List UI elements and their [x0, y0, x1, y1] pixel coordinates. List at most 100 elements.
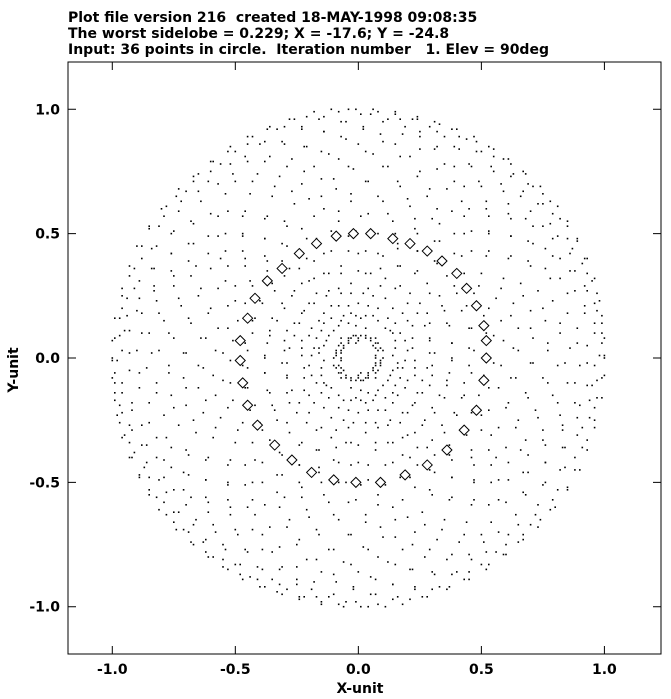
- uv-point: [488, 145, 490, 148]
- uv-point: [128, 329, 131, 332]
- uv-point: [293, 334, 296, 337]
- uv-point: [345, 374, 347, 377]
- uv-point: [342, 399, 345, 402]
- uv-point: [192, 523, 195, 526]
- uv-point: [490, 521, 492, 523]
- uv-point: [337, 324, 340, 327]
- uv-point: [286, 588, 288, 591]
- uv-point: [352, 588, 355, 591]
- uv-point: [332, 178, 335, 180]
- uv-point: [340, 120, 342, 123]
- uv-point: [357, 337, 360, 339]
- uv-point: [463, 394, 465, 397]
- uv-point: [323, 382, 325, 384]
- uv-point: [217, 235, 219, 237]
- uv-point: [288, 431, 291, 434]
- uv-point: [529, 327, 532, 329]
- uv-point: [399, 185, 401, 188]
- uv-point: [227, 327, 229, 329]
- uv-point: [177, 297, 180, 300]
- uv-point: [207, 501, 210, 504]
- uv-point: [414, 359, 416, 362]
- uv-point: [298, 598, 301, 601]
- uv-point: [601, 322, 603, 324]
- uv-point: [406, 302, 409, 305]
- uv-point: [187, 454, 190, 456]
- uv-point: [507, 533, 510, 536]
- uv-point: [301, 339, 303, 342]
- uv-point: [340, 359, 342, 362]
- uv-point: [335, 349, 337, 352]
- uv-point: [389, 329, 392, 332]
- uv-point: [303, 145, 305, 148]
- uv-point: [544, 481, 547, 484]
- uv-point: [320, 329, 323, 332]
- input-point-diamond: [460, 282, 473, 295]
- uv-point: [155, 392, 158, 394]
- uv-point: [392, 583, 394, 586]
- uv-point: [409, 476, 411, 479]
- uv-point: [308, 411, 310, 414]
- uv-point: [603, 337, 606, 339]
- uv-point: [362, 379, 365, 382]
- uv-point: [320, 426, 323, 429]
- uv-point: [330, 416, 333, 419]
- uv-point: [360, 484, 362, 486]
- uv-point: [286, 392, 288, 394]
- uv-point: [271, 404, 273, 407]
- uv-point: [529, 362, 532, 364]
- uv-point: [411, 404, 414, 407]
- uv-point: [207, 180, 210, 183]
- uv-point: [396, 247, 399, 250]
- uv-point: [394, 232, 397, 235]
- uv-point: [195, 431, 197, 434]
- uv-point: [335, 429, 337, 431]
- uv-point: [485, 551, 488, 553]
- uv-point: [350, 387, 352, 389]
- uv-point: [524, 217, 527, 220]
- uv-point: [340, 367, 342, 369]
- input-point-diamond: [236, 377, 249, 389]
- uv-point: [298, 481, 301, 484]
- uv-point: [367, 548, 369, 551]
- uv-point: [168, 332, 170, 334]
- y-axis-title: Y-unit: [6, 347, 22, 394]
- uv-point: [377, 252, 379, 255]
- uv-point: [433, 120, 436, 123]
- uv-point: [581, 426, 584, 429]
- uv-point: [281, 140, 283, 143]
- uv-point: [126, 297, 128, 300]
- uv-point: [374, 347, 377, 349]
- uv-point: [278, 546, 281, 548]
- uv-point: [500, 183, 502, 185]
- uv-point: [281, 302, 283, 305]
- uv-point: [451, 476, 453, 479]
- uv-point: [510, 217, 512, 220]
- uv-point: [364, 402, 367, 404]
- uv-point: [182, 489, 185, 491]
- uv-point: [318, 319, 320, 322]
- uv-point: [251, 180, 254, 183]
- uv-point: [264, 372, 266, 374]
- uv-point: [342, 347, 345, 349]
- uv-point: [433, 260, 436, 262]
- input-point-diamond: [251, 419, 264, 431]
- uv-point: [433, 411, 436, 414]
- uv-point: [116, 359, 118, 362]
- uv-point: [369, 337, 372, 339]
- uv-point: [337, 158, 340, 160]
- uv-point: [364, 327, 367, 329]
- uv-point: [527, 183, 529, 185]
- input-point-markers: [234, 227, 493, 489]
- uv-point: [428, 188, 431, 190]
- uv-point: [170, 232, 173, 235]
- uv-point: [340, 372, 342, 374]
- uv-point: [185, 449, 187, 451]
- uv-point: [379, 285, 382, 287]
- uv-point: [234, 180, 237, 183]
- uv-point: [111, 339, 114, 342]
- uv-point: [468, 553, 470, 556]
- uv-point: [529, 210, 532, 212]
- uv-point: [148, 225, 150, 227]
- uv-point: [593, 277, 596, 280]
